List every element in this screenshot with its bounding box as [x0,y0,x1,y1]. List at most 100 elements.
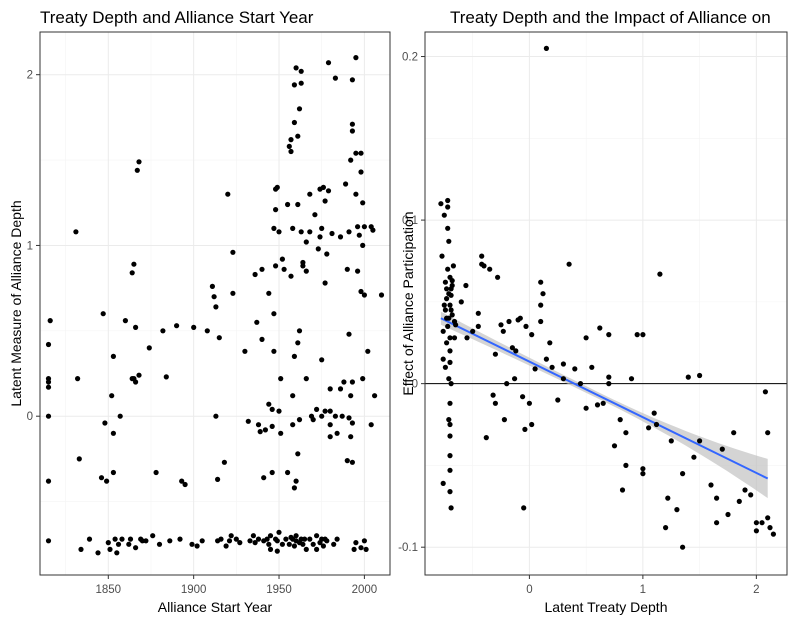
data-point [276,229,282,235]
data-point [549,364,555,370]
data-point [447,433,453,439]
data-point [264,536,270,542]
data-point [291,119,297,126]
data-point [492,351,498,357]
data-point [560,376,567,382]
data-point [444,286,450,292]
data-point [226,538,233,544]
data-point [346,229,352,235]
data-point [298,80,304,86]
right-y-axis-title: Effect of Alliance Participation [400,211,416,395]
data-point [189,541,195,547]
data-point [332,75,338,81]
data-point [334,536,340,542]
x-tick-label: 2 [753,584,759,596]
data-point [697,438,703,444]
data-point [445,266,451,272]
data-point [640,466,646,472]
data-point [543,45,550,52]
data-point [45,376,52,382]
data-point [191,324,197,330]
data-point [753,528,760,534]
data-point [521,505,527,511]
data-point [303,239,309,245]
data-point [653,421,660,428]
data-point [651,410,657,416]
y-tick-label: -0.1 [398,542,418,554]
data-point [262,427,268,433]
data-point [450,263,456,269]
data-point [213,304,219,310]
data-point [76,456,82,462]
data-point [445,197,451,204]
data-point [237,540,243,546]
data-point [560,361,567,367]
data-point [278,376,284,382]
data-point [360,200,366,206]
data-point [100,311,106,317]
data-point [285,201,291,208]
data-point [290,393,296,399]
data-point [303,546,309,553]
data-point [657,271,663,277]
data-point [136,372,142,378]
data-point [274,548,280,554]
data-point [320,184,326,190]
data-point [110,469,116,476]
data-point [322,280,328,286]
data-point [115,541,122,547]
data-point [360,242,366,248]
data-point [451,335,458,341]
data-point [446,417,452,423]
data-point [86,536,93,542]
data-point [526,400,533,406]
data-point [136,159,142,165]
x-tick-label: 1900 [181,584,207,596]
data-point [442,307,448,313]
right-points [438,45,777,550]
data-point [296,328,303,334]
data-point [358,288,364,295]
data-point [445,204,451,210]
data-point [290,422,296,428]
regression-line [440,317,769,480]
data-point [295,201,301,208]
data-point [276,408,282,414]
data-point [177,536,183,542]
data-point [322,198,328,204]
data-point [449,278,455,284]
left-axis-ticks: 1850 1900 1950 2000 0 1 2 [27,70,378,596]
data-point [310,417,316,423]
data-point [317,234,323,240]
data-point [372,393,378,399]
data-point [470,328,476,334]
data-point [495,274,501,280]
data-point [361,538,367,544]
data-point [327,408,333,414]
data-point [441,302,447,308]
data-point [216,335,222,341]
y-tick-label: 0 [27,411,33,423]
data-point [358,169,364,175]
data-point [759,520,765,526]
data-point [314,546,320,553]
data-point [725,511,731,518]
data-point [368,422,374,428]
data-point [765,515,771,521]
data-point [153,469,159,476]
data-point [199,538,205,544]
data-point [230,249,236,255]
data-point [446,315,452,321]
data-point [442,279,448,285]
data-point [617,417,623,423]
data-point [150,533,156,539]
data-point [271,348,277,354]
y-tick-label: 0 [412,379,418,391]
data-point [349,77,355,83]
data-point [110,430,116,436]
data-point [339,413,345,419]
data-point [440,480,446,486]
data-point [319,225,325,231]
data-point [302,536,308,542]
data-point [623,462,629,468]
